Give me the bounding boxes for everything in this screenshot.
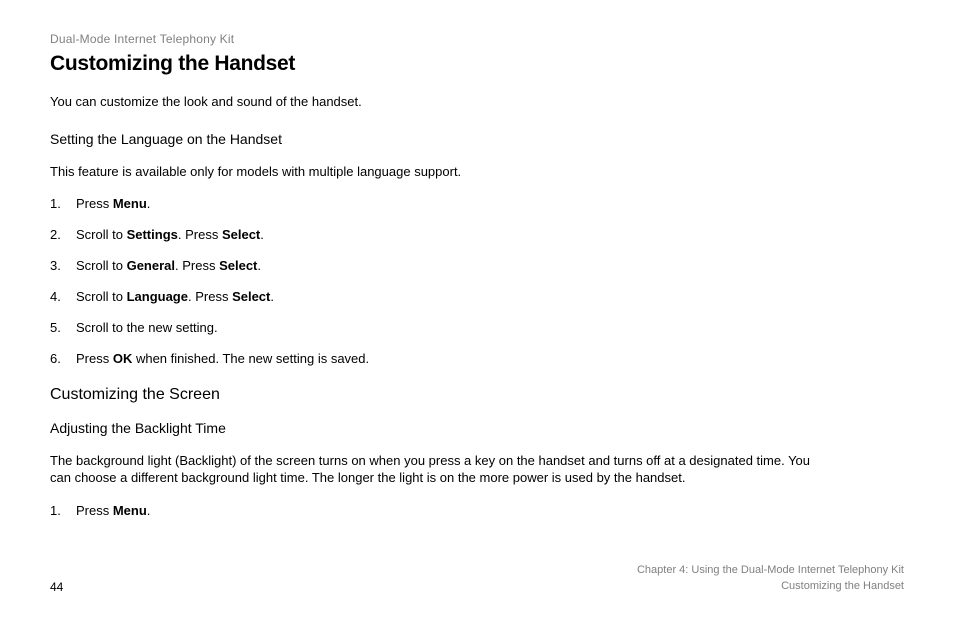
footer-section: Customizing the Handset [637,579,904,594]
list-item: Press OK when finished. The new setting … [50,351,904,368]
language-steps-list: Press Menu. Scroll to Settings. Press Se… [50,196,904,367]
footer-right: Chapter 4: Using the Dual-Mode Internet … [637,563,904,594]
step-text: Scroll to the new setting. [76,320,218,335]
step-text: Scroll to [76,227,127,242]
product-line-label: Dual-Mode Internet Telephony Kit [50,32,904,46]
step-text: Press [76,196,113,211]
list-item: Scroll to Language. Press Select. [50,289,904,306]
step-text: . Press [175,258,219,273]
subsection-heading-backlight: Adjusting the Backlight Time [50,420,904,436]
list-item: Press Menu. [50,196,904,213]
step-bold: General [127,258,175,273]
step-text: . [147,196,151,211]
step-bold: OK [113,351,133,366]
section-heading-screen: Customizing the Screen [50,386,904,404]
step-text: . Press [188,289,232,304]
step-text: Press [76,503,113,518]
footer-chapter: Chapter 4: Using the Dual-Mode Internet … [637,563,904,578]
step-bold: Select [222,227,260,242]
list-item: Scroll to General. Press Select. [50,258,904,275]
list-item: Scroll to the new setting. [50,320,904,337]
step-bold: Menu [113,196,147,211]
backlight-steps-list: Press Menu. [50,503,904,520]
step-bold: Settings [127,227,178,242]
step-text: Press [76,351,113,366]
list-item: Press Menu. [50,503,904,520]
page-footer: 44 Chapter 4: Using the Dual-Mode Intern… [50,563,904,594]
step-bold: Language [127,289,188,304]
step-bold: Select [232,289,270,304]
step-text: Scroll to [76,258,127,273]
page-title: Customizing the Handset [50,52,904,76]
step-text: . Press [178,227,222,242]
list-item: Scroll to Settings. Press Select. [50,227,904,244]
section-heading-language: Setting the Language on the Handset [50,131,904,147]
step-text: . [270,289,274,304]
step-text: Scroll to [76,289,127,304]
step-text: when finished. The new setting is saved. [132,351,369,366]
step-text: . [257,258,261,273]
step-text: . [260,227,264,242]
language-note: This feature is available only for model… [50,163,830,181]
backlight-body: The background light (Backlight) of the … [50,452,830,487]
step-text: . [147,503,151,518]
intro-text: You can customize the look and sound of … [50,94,904,111]
page-number: 44 [50,580,63,594]
step-bold: Select [219,258,257,273]
step-bold: Menu [113,503,147,518]
